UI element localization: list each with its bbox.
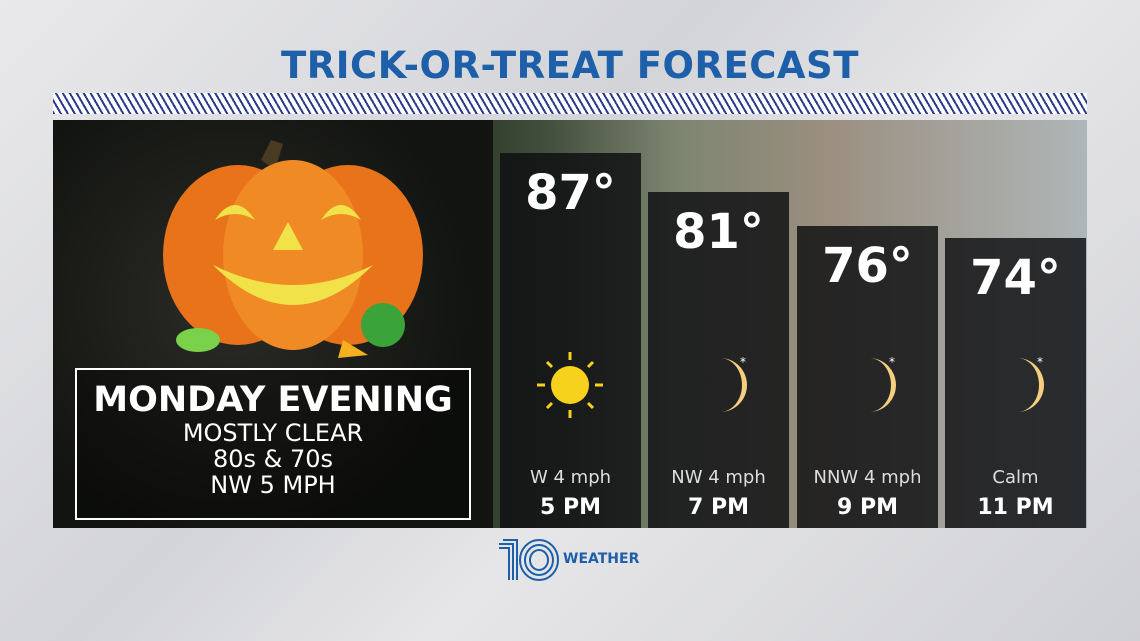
logo-10-icon [499, 539, 559, 581]
logo-text: WEATHER [563, 551, 640, 567]
time: 5 PM [540, 495, 601, 520]
jack-o-lantern-icon [163, 140, 423, 358]
svg-text:*: * [740, 355, 746, 369]
forecast-column-11pm: 74° * Calm 11 PM [945, 238, 1086, 528]
station-logo: WEATHER [497, 536, 639, 582]
temperature: 74° [970, 250, 1061, 306]
forecast-title: TRICK-OR-TREAT FORECAST [281, 44, 859, 87]
summary-condition: MOSTLY CLEAR [182, 419, 364, 447]
moon-icon: * [1017, 355, 1044, 412]
forecast-column-9pm: 76° * NNW 4 mph 9 PM [797, 226, 938, 528]
temperature: 87° [525, 165, 616, 221]
time: 11 PM [977, 495, 1054, 520]
summary-wind: NW 5 MPH [210, 471, 336, 499]
summary-box: MONDAY EVENING MOSTLY CLEAR 80s & 70s NW… [75, 368, 471, 520]
temperature: 81° [673, 204, 764, 260]
moon-icon: * [869, 355, 896, 412]
wind: Calm [992, 467, 1039, 488]
forecast-panel: MONDAY EVENING MOSTLY CLEAR 80s & 70s NW… [53, 120, 1087, 528]
striped-divider [53, 93, 1087, 114]
summary-day: MONDAY EVENING [93, 380, 453, 420]
sun-icon [537, 352, 603, 418]
wind: NNW 4 mph [813, 467, 922, 488]
moon-icon: * [720, 355, 747, 412]
wind: NW 4 mph [671, 467, 766, 488]
temperature: 76° [822, 238, 913, 294]
time: 7 PM [688, 495, 749, 520]
time: 9 PM [837, 495, 898, 520]
wind: W 4 mph [529, 467, 612, 488]
summary-panel: MONDAY EVENING MOSTLY CLEAR 80s & 70s NW… [53, 120, 493, 528]
svg-text:*: * [1037, 355, 1043, 369]
svg-text:*: * [889, 355, 895, 369]
forecast-column-5pm: 87° W 4 mph 5 PM [500, 153, 641, 528]
summary-temps: 80s & 70s [212, 445, 334, 473]
forecast-column-7pm: 81° * NW 4 mph 7 PM [648, 192, 789, 528]
